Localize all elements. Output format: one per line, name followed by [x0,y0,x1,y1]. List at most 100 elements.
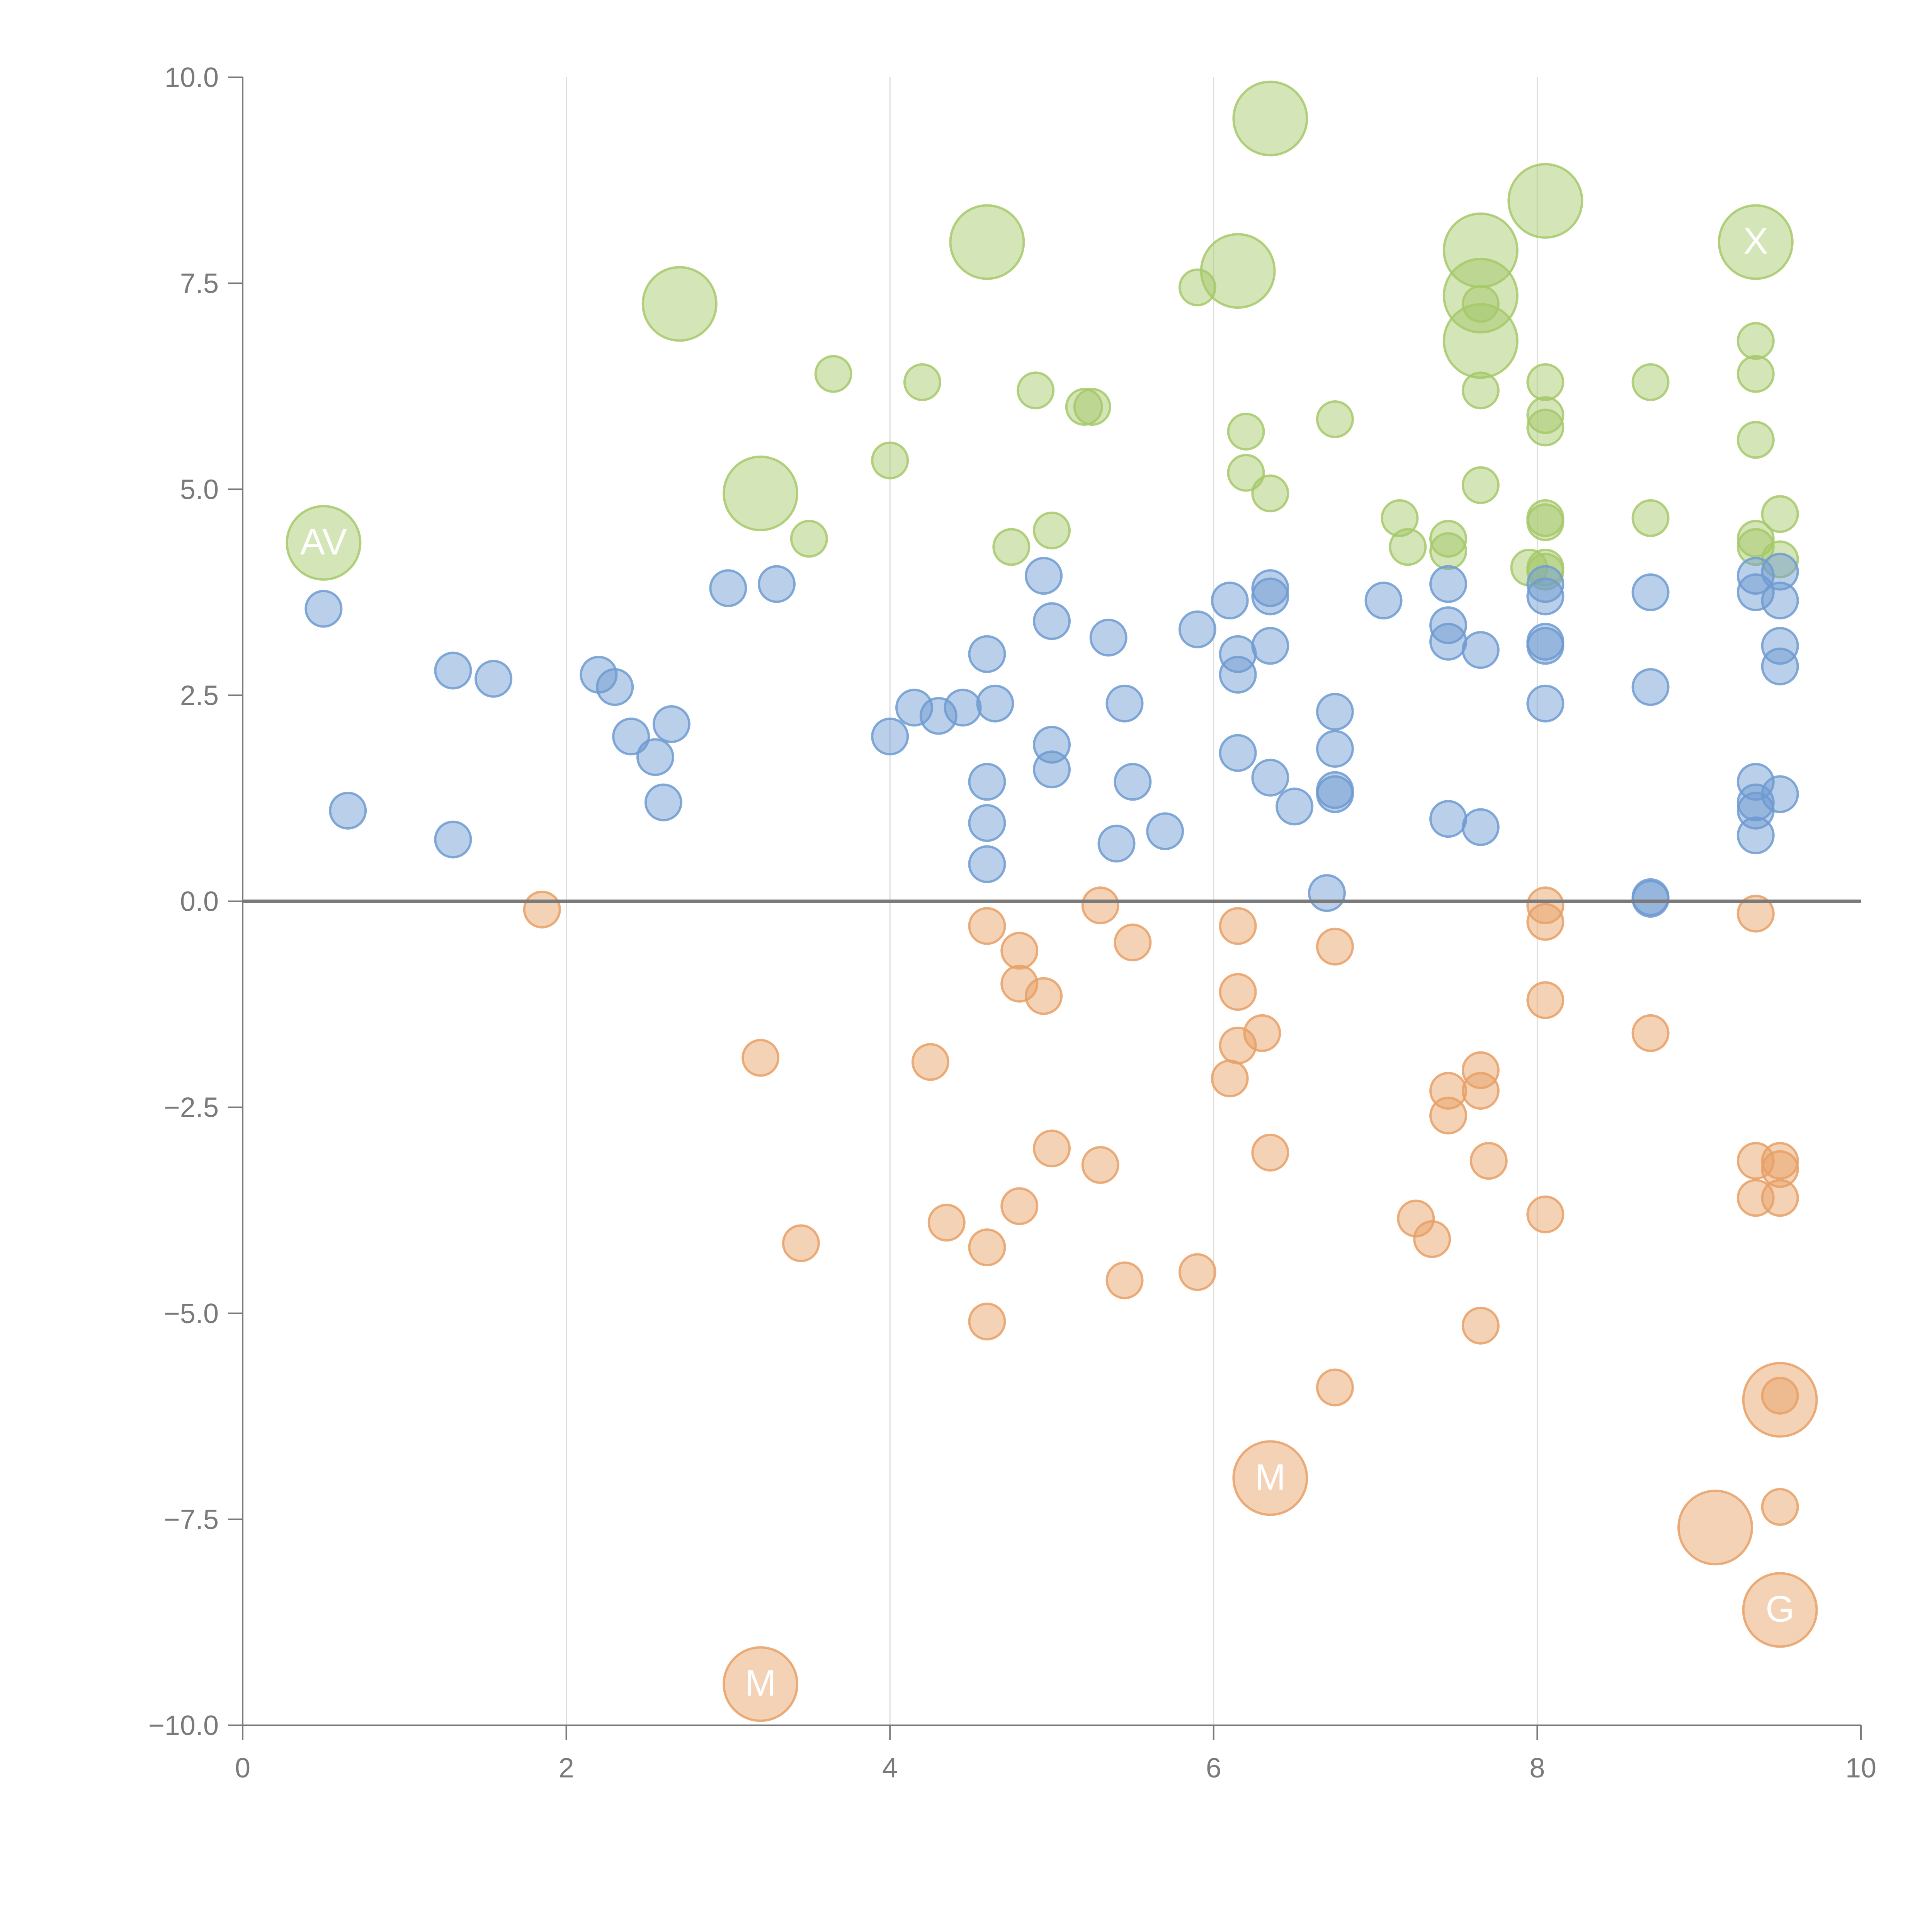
mid-bubble [1114,763,1152,801]
low-bubble [1526,981,1565,1019]
mid-bubble [976,684,1014,723]
low-bubble [1761,1142,1799,1180]
high-bubble [1251,474,1289,512]
mid-bubble [1736,573,1775,611]
mid-bubble [636,738,674,776]
mid-bubble [1146,812,1184,850]
low-bubble [1000,932,1039,970]
low-bubble [1526,886,1565,925]
mid-bubble [1308,874,1346,912]
mid-bubble [1526,577,1565,616]
mid-bubble [1251,627,1289,665]
high-bubble [1461,466,1500,504]
low-bubble [1461,1071,1500,1110]
mid-bubble [1251,759,1289,797]
y-tick-label: −2.5 [164,1092,219,1123]
high-bubble [1429,520,1468,558]
low-bubble [1742,1572,1818,1648]
high-bubble [1631,499,1670,537]
mid-bubble [644,783,682,821]
mid-bubble [1761,553,1799,591]
mid-bubble [612,718,650,755]
high-bubble [814,355,852,393]
low-bubble [1114,923,1152,962]
low-bubble [927,1204,966,1242]
low-bubble [1461,1051,1500,1089]
low-bubble [1526,1195,1565,1233]
low-bubble [1000,1187,1039,1225]
mid-bubble [1631,573,1670,611]
low-bubble [1761,1150,1799,1188]
x-tick-label: 4 [882,1753,898,1784]
mid-bubble [304,590,343,628]
mid-bubble [1631,880,1670,918]
low-bubble [1219,1026,1257,1065]
low-bubble [1761,1488,1799,1526]
high-bubble [903,363,941,401]
mid-bubble [1526,627,1565,665]
mid-bubble [1276,787,1314,826]
high-bubble [1442,258,1519,334]
low-bubble [1025,977,1063,1015]
low-bubble [1232,1440,1308,1516]
low-bubble [1429,1096,1468,1134]
high-bubble [1718,204,1794,280]
mid-bubble [1033,750,1071,789]
low-bubble [782,1224,820,1262]
low-bubble [1251,1133,1289,1172]
mid-bubble [434,651,472,690]
mid-bubble [1316,775,1354,813]
y-tick-label: 7.5 [180,268,219,299]
low-bubble [911,1043,949,1081]
high-bubble [1461,285,1500,323]
mid-bubble [1526,565,1565,603]
axes: 0 2 4 6 8 10 10.0 7.5 5.0 2.5 0.0 −2.5 −5.0 −7.5 −10.0 [148,62,1876,1784]
mid-bubble [1429,565,1468,603]
y-tick-label: 2.5 [180,680,219,711]
high-bubble [1227,454,1265,492]
point-label: X [1743,221,1768,262]
high-bubble [1381,499,1419,537]
high-bubble [1065,388,1103,426]
high-bubble [1073,388,1111,426]
high-bubble [1736,528,1775,566]
mid-bubble [329,791,367,830]
low-bubble [1761,1179,1799,1217]
mid-bubble [1219,734,1257,772]
low-bubble [1677,1490,1753,1566]
low-bubble [723,1646,799,1722]
low-bubble [1105,1261,1144,1299]
mid-bubble [474,660,513,698]
x-tick-label: 8 [1529,1753,1545,1784]
mid-bubble [968,845,1006,883]
mid-bubble [968,804,1006,842]
high-bubble [1442,303,1519,379]
low-bubble [1219,973,1257,1011]
x-tick-label: 6 [1206,1753,1221,1784]
x-tick-label: 10 [1845,1753,1876,1784]
high-bubble [1526,503,1565,541]
low-bubble [1178,1253,1216,1291]
mid-bubble [1736,816,1775,854]
mid-bubble [1736,557,1775,595]
y-tick-label: −10.0 [148,1710,219,1741]
high-bubble [1526,396,1565,434]
low-bubble [1243,1014,1281,1052]
high-bubble [1389,528,1427,566]
high-bubble [1736,322,1775,360]
point-label: G [1765,1588,1794,1629]
x-tick-label: 2 [559,1753,574,1784]
high-bubble [992,528,1031,566]
low-bubble [968,1303,1006,1341]
low-bubble [968,1228,1006,1267]
high-bubble [1017,371,1055,410]
mid-bubble [1097,825,1136,863]
high-bubble [1232,80,1308,156]
low-bubble [1526,903,1565,941]
low-bubble [1742,1362,1818,1438]
high-bubble [1429,532,1468,570]
low-bubble [1461,1306,1500,1345]
point-label: M [745,1662,776,1704]
mid-bubble [871,718,909,755]
low-bubble [1081,1146,1119,1184]
